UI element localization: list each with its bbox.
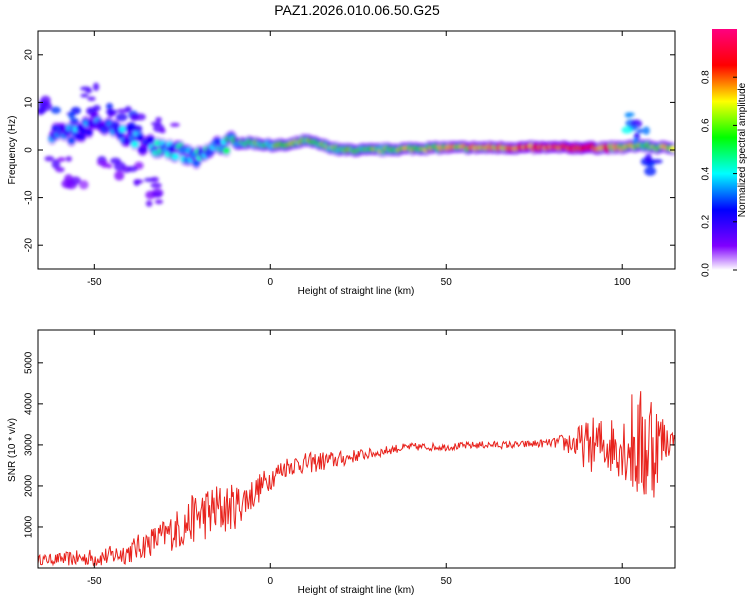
spectrogram-blob <box>96 160 108 166</box>
spectrogram-blob <box>150 182 162 189</box>
spectrogram-x-tick-label: 50 <box>441 277 453 288</box>
spectrogram-x-axis-label: Height of straight line (km) <box>298 286 415 297</box>
spectrogram-blob <box>170 122 180 127</box>
spectrogram-blob <box>621 126 633 134</box>
spectrogram-blob <box>644 153 652 163</box>
spectrogram-x-tick-label: -50 <box>87 277 102 288</box>
spectrogram-blob <box>44 155 55 162</box>
snr-y-tick-label: 2000 <box>24 474 35 497</box>
spectrogram-blob <box>124 106 132 113</box>
spectrogram-y-tick-label: 0 <box>24 147 35 153</box>
colorbar-tick-label: 0.6 <box>701 118 712 132</box>
spectrogram-ridge-cell <box>171 153 179 160</box>
spectrogram-blob <box>127 165 138 173</box>
spectrogram-blob <box>155 116 162 123</box>
spectrogram-blob <box>130 113 139 122</box>
snr-plot-area <box>38 330 675 568</box>
snr-series-line <box>38 391 675 567</box>
spectrogram-blob <box>152 192 162 198</box>
spectrogram-blob <box>159 128 166 134</box>
spectrogram-blob <box>87 96 96 101</box>
spectrogram-ridge-cell <box>669 145 675 153</box>
colorbar-tick-label: 0.8 <box>701 70 712 84</box>
snr-y-axis-label: SNR (10 * v/v) <box>7 418 18 482</box>
spectrogram-blob <box>133 179 144 184</box>
spectrogram-blob <box>64 174 73 183</box>
spectrogram-blob <box>86 107 96 116</box>
spectrogram-blob <box>627 112 635 117</box>
snr-frame <box>37 329 676 569</box>
spectrogram-y-tick-label: 10 <box>24 96 35 108</box>
spectrogram-ridge-cell <box>67 137 75 144</box>
spectrogram-blob <box>68 112 75 120</box>
spectrogram-blob <box>70 117 79 125</box>
spectrogram-blob <box>65 156 72 162</box>
spectrogram-blob <box>133 125 143 133</box>
spectrogram-ridge-cell <box>131 140 139 148</box>
spectrogram-blob <box>150 121 162 126</box>
spectrogram-blob <box>78 180 89 190</box>
spectrogram-blob <box>150 176 159 183</box>
spectrogram-blob <box>636 128 645 134</box>
figure-title: PAZ1.2026.010.06.50.G25 <box>274 2 440 18</box>
spectrogram-blob <box>70 176 81 185</box>
spectrogram-blob <box>92 82 100 92</box>
spectrogram-blob <box>114 170 125 181</box>
spectrogram-x-tick-label: 0 <box>267 277 273 288</box>
colorbar-label: Normalized spectral amplitude <box>737 82 748 217</box>
spectrogram-blob <box>57 157 66 162</box>
spectrogram-y-axis-label: Frequency (Hz) <box>7 116 18 185</box>
spectrogram-blob <box>85 88 93 94</box>
spectrogram-blob <box>154 199 164 205</box>
colorbar-gradient <box>712 29 737 270</box>
spectrogram-blob <box>106 103 113 110</box>
colorbar-tick-label: 0.0 <box>701 263 712 277</box>
spectrogram-blob <box>40 95 51 106</box>
spectrogram-blob <box>644 166 657 176</box>
snr-x-tick-label: 0 <box>267 576 273 587</box>
spectrogram-blob <box>633 132 640 141</box>
snr-y-tick-label: 1000 <box>24 515 35 538</box>
colorbar-tick-label: 0.2 <box>701 214 712 228</box>
snr-y-tick-label: 4000 <box>24 392 35 415</box>
spectrogram-ridge-cell <box>222 147 230 154</box>
spectrogram-blob <box>145 200 153 207</box>
spectrogram-blob <box>55 166 65 173</box>
colorbar-tick-label: 0.4 <box>701 166 712 180</box>
spectrogram-y-tick-label: 20 <box>24 49 35 61</box>
snr-panel: -50 0 50 100 1000 2000 3000 4000 5000 Height of… <box>7 329 676 596</box>
spectrogram-x-tick-label: 100 <box>614 277 631 288</box>
spectrogram-blob <box>145 190 156 200</box>
spectrogram-y-tick-label: -20 <box>24 238 35 253</box>
spectrogram-blob <box>105 109 118 115</box>
snr-x-tick-label: -50 <box>87 576 102 587</box>
spectrogram-blob <box>106 163 113 169</box>
spectrogram-blob <box>651 159 663 164</box>
spectrogram-ridge-cell <box>118 126 126 133</box>
spectrogram-blob <box>115 113 128 122</box>
snr-y-tick-label: 5000 <box>24 351 35 374</box>
snr-x-tick-label: 100 <box>614 576 631 587</box>
spectrogram-panel: -50 0 50 100 -20 -10 0 10 20 Height of straight… <box>7 30 676 297</box>
spectrogram-blob <box>632 138 639 144</box>
spectrogram-blob <box>642 126 650 135</box>
snr-x-tick-label: 50 <box>441 576 453 587</box>
colorbar: 0.0 0.2 0.4 0.6 0.8 Normalized spectral ampl… <box>701 29 748 277</box>
snr-y-tick-label: 3000 <box>24 433 35 456</box>
spectrogram-blob <box>80 93 89 98</box>
spectrogram-ridge-cell <box>147 136 155 143</box>
spectrogram-blob <box>50 106 61 114</box>
spectrogram-y-tick-label: -10 <box>24 190 35 205</box>
spectrogram-blob <box>51 159 61 169</box>
spectrogram-ridge-cell <box>85 129 93 136</box>
snr-x-axis-label: Height of straight line (km) <box>298 585 415 596</box>
